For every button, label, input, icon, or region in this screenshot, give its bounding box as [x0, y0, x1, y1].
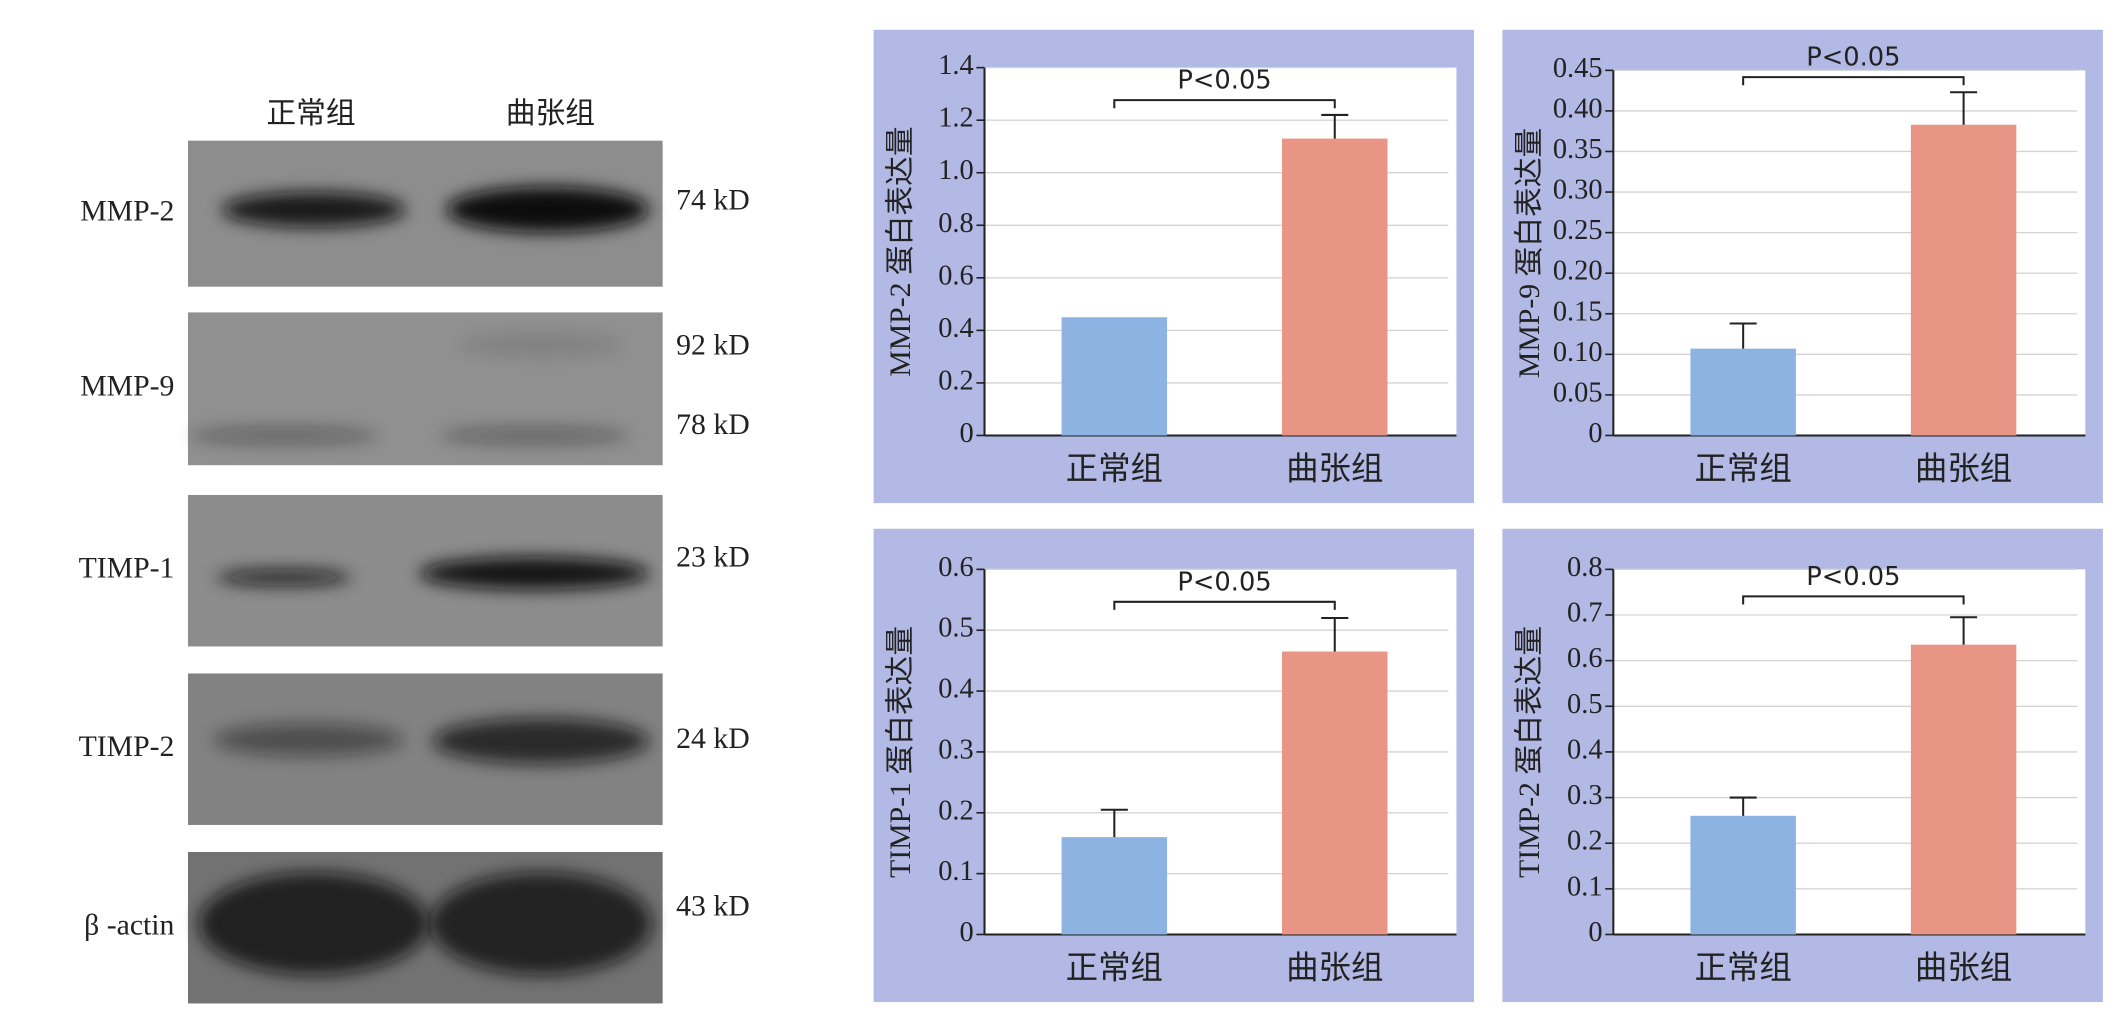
y-tick-label: 0: [959, 418, 973, 449]
x-tick-label: 曲张组: [1915, 949, 2012, 986]
lane-label: 曲张组: [506, 97, 595, 130]
y-tick-label: 0.35: [1553, 134, 1603, 165]
size-label: 78 kD: [676, 408, 750, 441]
blot-band: [189, 427, 379, 444]
error-bar: [1729, 322, 1757, 349]
protein-label: TIMP-2: [79, 730, 175, 763]
y-tick-label: 0.30: [1553, 175, 1603, 206]
blot-band: [198, 872, 429, 976]
chart-panel: 0 0.05 0.10 0.15 0.20 0.25 0.30 0.35 0.40 0.45 正常组…: [1502, 29, 2103, 504]
x-tick-label: 正常组: [1066, 949, 1163, 986]
blot-band: [221, 192, 406, 228]
significance-bracket: [1113, 600, 1336, 610]
y-tick-label: 0.6: [1567, 643, 1602, 674]
protein-label: β -actin: [84, 909, 174, 942]
y-tick-label: 1.0: [938, 155, 973, 186]
x-tick-label: 正常组: [1695, 949, 1792, 986]
annotation: P<0.05: [1806, 43, 1900, 73]
x-tick-label: 正常组: [1695, 450, 1792, 487]
annotation: P<0.05: [1177, 567, 1271, 597]
y-tick-label: 0: [959, 917, 973, 948]
chart-panel: 0 0.2 0.4 0.6 0.8 1.0 1.2 1.4 正常组 曲张组 P<0.05 MMP-2 …: [873, 29, 1475, 504]
y-tick-label: 0.20: [1553, 256, 1603, 287]
size-label: 23 kD: [676, 541, 750, 574]
y-axis-label: MMP-9 蛋白表达量: [1513, 128, 1546, 378]
error-bar: [1729, 796, 1757, 816]
y-tick-label: 0: [1588, 917, 1602, 948]
error-bar: [1950, 616, 1978, 645]
error-bar: [1321, 617, 1349, 652]
lane-label: 正常组: [266, 97, 355, 130]
chart-panel: 0 0.1 0.2 0.3 0.4 0.5 0.6 正常组 曲张组 P<0.05 TIMP-1 蛋白…: [873, 528, 1475, 1003]
bar: [1910, 124, 2017, 436]
y-tick-label: 0.05: [1553, 377, 1603, 408]
x-tick-label: 正常组: [1066, 450, 1163, 487]
y-tick-label: 0.4: [938, 674, 973, 705]
error-bar: [1321, 113, 1349, 139]
bar: [1282, 138, 1388, 436]
y-tick-label: 0.5: [938, 613, 973, 644]
y-tick-label: 0.6: [938, 260, 973, 291]
y-axis-label: MMP-2 蛋白表达量: [884, 126, 917, 376]
bar: [1910, 644, 2017, 935]
blot-band: [213, 723, 403, 756]
y-tick-label: 0.2: [1567, 826, 1602, 857]
y-tick-label: 0.40: [1553, 93, 1603, 124]
blot-band: [432, 718, 650, 765]
chart-panel: 0 0.1 0.2 0.3 0.4 0.5 0.6 0.7 0.8 正常组 曲张组 P<0.05 TIM…: [1502, 528, 2103, 1003]
y-tick-label: 0.3: [938, 734, 973, 765]
blot-band: [439, 427, 629, 444]
y-tick-label: 0.6: [938, 552, 973, 583]
annotation: P<0.05: [1177, 66, 1271, 96]
y-tick-label: 0.2: [938, 795, 973, 826]
size-label: 92 kD: [676, 328, 750, 361]
bar: [1061, 837, 1168, 935]
y-tick-label: 0.8: [1567, 552, 1602, 583]
x-tick-label: 曲张组: [1915, 450, 2012, 487]
significance-bracket: [1742, 76, 1965, 86]
y-tick-label: 1.2: [938, 103, 973, 134]
x-tick-label: 曲张组: [1286, 450, 1383, 487]
blot-band: [446, 186, 650, 233]
y-tick-label: 0.5: [1567, 689, 1602, 720]
size-label: 24 kD: [676, 722, 750, 755]
y-tick-label: 0.1: [938, 856, 973, 887]
y-tick-label: 0.25: [1553, 215, 1603, 246]
annotation: P<0.05: [1806, 562, 1900, 592]
blot-band: [419, 557, 650, 590]
y-tick-label: 0.7: [1567, 598, 1602, 629]
bar: [1690, 815, 1796, 935]
x-tick-label: 曲张组: [1286, 949, 1383, 986]
significance-bracket: [1742, 595, 1965, 605]
y-tick-label: 0.3: [1567, 780, 1602, 811]
protein-label: MMP-9: [80, 370, 174, 403]
y-axis-label: TIMP-2 蛋白表达量: [1513, 626, 1546, 878]
protein-label: TIMP-1: [79, 552, 175, 585]
y-tick-label: 0.1: [1567, 871, 1602, 902]
blot-band: [430, 872, 652, 976]
significance-bracket: [1113, 99, 1336, 109]
y-tick-label: 0.15: [1553, 296, 1603, 327]
y-tick-label: 0.8: [938, 208, 973, 239]
bar: [1690, 348, 1796, 436]
size-label: 43 kD: [676, 890, 750, 923]
y-tick-label: 0: [1588, 418, 1602, 449]
y-tick-label: 0.10: [1553, 337, 1603, 368]
bar: [1282, 651, 1388, 935]
blot-band: [216, 569, 352, 586]
y-tick-label: 0.4: [938, 313, 973, 344]
bar: [1061, 317, 1168, 436]
blot-band: [459, 334, 623, 356]
error-bar: [1950, 91, 1978, 125]
y-tick-label: 0.2: [938, 365, 973, 396]
y-tick-label: 0.45: [1553, 53, 1603, 84]
size-label: 74 kD: [676, 184, 750, 217]
protein-label: MMP-2: [80, 195, 174, 228]
error-bar: [1100, 808, 1128, 838]
y-axis-label: TIMP-1 蛋白表达量: [884, 626, 917, 878]
y-tick-label: 0.4: [1567, 734, 1602, 765]
y-tick-label: 1.4: [938, 50, 973, 81]
